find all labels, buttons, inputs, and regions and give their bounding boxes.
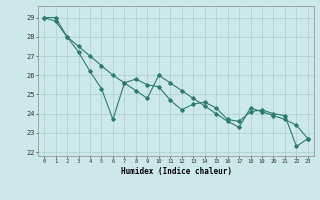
X-axis label: Humidex (Indice chaleur): Humidex (Indice chaleur) [121,167,231,176]
